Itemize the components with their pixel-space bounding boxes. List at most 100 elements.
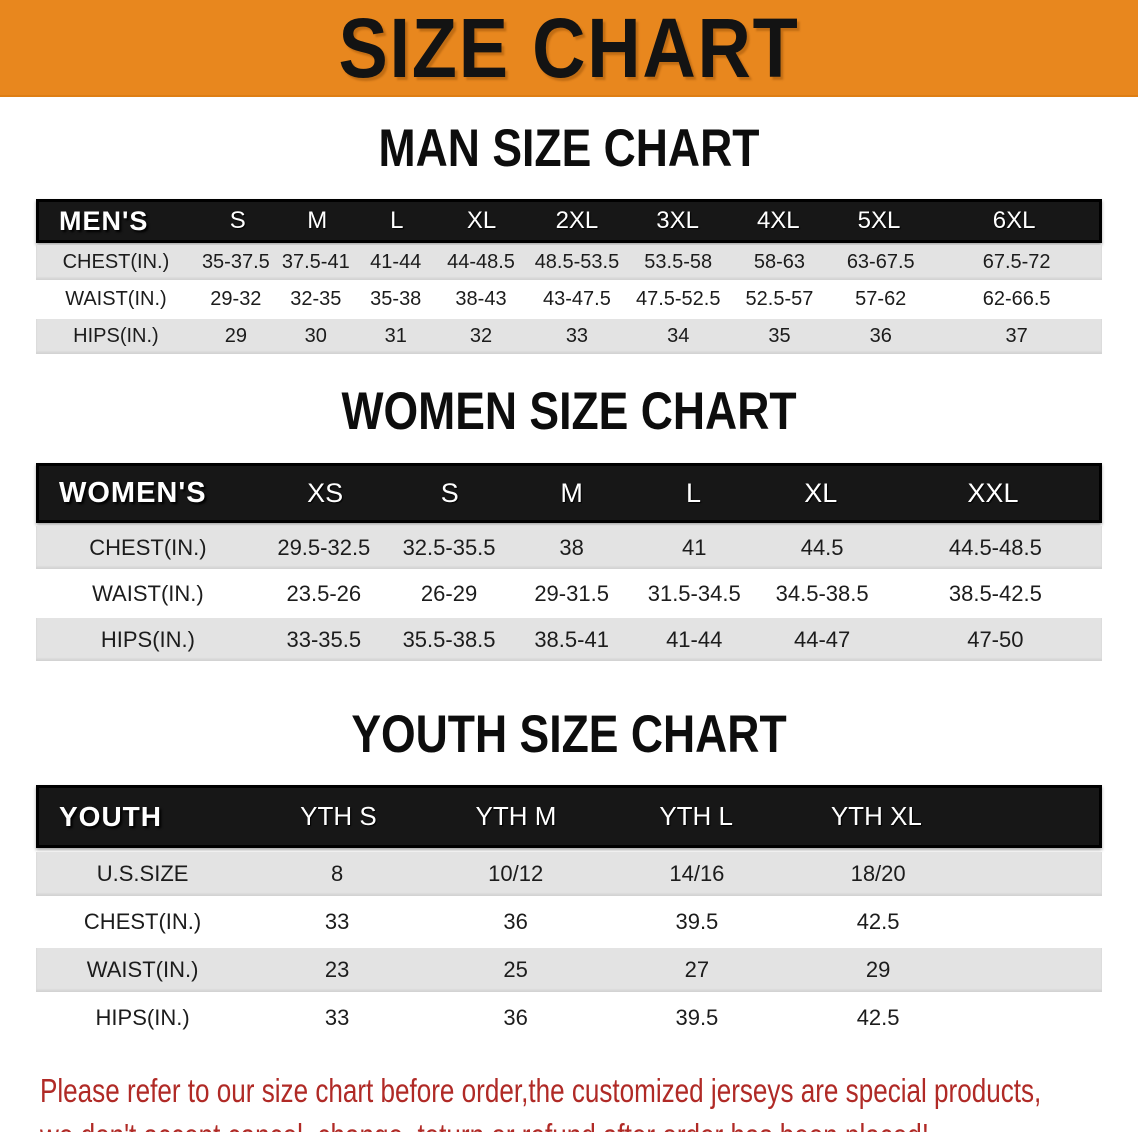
- size-cell: 35: [768, 325, 791, 347]
- disclaimer: Please refer to our size chart before or…: [40, 1068, 1138, 1132]
- size-cell: 37: [1005, 325, 1028, 347]
- column-header: YTH XL: [830, 801, 922, 831]
- column-header: YTH S: [300, 801, 377, 831]
- size-cell: 44.5-48.5: [948, 534, 1042, 560]
- size-cell: 38.5-41: [534, 626, 609, 652]
- column-header: M: [307, 207, 328, 234]
- size-cell: 29-31.5: [534, 580, 609, 606]
- size-cell: 10/12: [488, 861, 544, 886]
- column-header: YTH L: [659, 801, 734, 831]
- column-header: L: [685, 477, 702, 508]
- size-cell: 32: [469, 325, 493, 347]
- size-cell: 32-35: [290, 288, 342, 310]
- table-row: CHEST(IN.) 29.5-32.5 32.5-35.5 38 41 44.5 44.5…: [36, 526, 1102, 569]
- column-header: S: [440, 477, 459, 508]
- youth-size-chart-section: YOUTH SIZE CHART YOUTH YTH S YTH M YTH L YTH…: [0, 707, 1138, 1040]
- column-header: L: [390, 207, 404, 234]
- size-cell: 39.5: [675, 909, 719, 934]
- size-cell: 33: [324, 909, 350, 934]
- size-cell: 32.5-35.5: [402, 534, 496, 560]
- size-cell: 44-48.5: [447, 251, 515, 273]
- table-row: HIPS(IN.) 33 36 39.5 42.5: [36, 996, 1102, 1040]
- size-cell: 52.5-57: [745, 288, 814, 310]
- size-cell: 25: [503, 957, 528, 982]
- size-cell: 29: [865, 957, 891, 982]
- table-row: U.S.SIZE 8 10/12 14/16 18/20: [36, 852, 1102, 896]
- column-header: M: [560, 477, 583, 508]
- size-cell: 63-67.5: [846, 251, 915, 273]
- column-header: XL: [804, 477, 838, 508]
- mens-size-table: MEN'S S M L XL 2XL 3XL 4XL 5XL 6XL CHEST(IN.) 35-37…: [36, 199, 1102, 354]
- size-cell: 44.5: [800, 534, 844, 560]
- table-header-label: MEN'S: [59, 205, 149, 236]
- table-row: HIPS(IN.) 33-35.5 35.5-38.5 38.5-41 41-44 44-…: [36, 618, 1102, 661]
- table-row: CHEST(IN.) 33 36 39.5 42.5: [36, 900, 1102, 944]
- column-header: S: [229, 207, 246, 234]
- size-cell: 14/16: [669, 861, 725, 886]
- row-label: CHEST(IN.): [62, 251, 170, 273]
- size-cell: 58-63: [753, 251, 806, 273]
- size-cell: 38-43: [455, 288, 507, 310]
- table-row: WAIST(IN.) 23 25 27 29: [36, 948, 1102, 992]
- section-title-youth: YOUTH SIZE CHART: [351, 705, 787, 764]
- row-label: WAIST(IN.): [65, 288, 167, 310]
- size-cell: 48.5-53.5: [534, 251, 620, 273]
- size-cell: 18/20: [850, 861, 906, 886]
- table-row: WAIST(IN.) 23.5-26 26-29 29-31.5 31.5-34.5 34…: [36, 572, 1102, 615]
- youth-size-table: YOUTH YTH S YTH M YTH L YTH XL U.S.SIZE 8 10/12…: [36, 785, 1102, 1040]
- size-cell: 36: [503, 1005, 528, 1030]
- row-label: HIPS(IN.): [100, 626, 195, 652]
- column-header: YTH M: [475, 801, 557, 831]
- size-cell: 31: [384, 325, 407, 347]
- disclaimer-line-2: we don't accept cancel, change, teturn o…: [40, 1113, 929, 1132]
- table-row: WAIST(IN.) 29-32 32-35 35-38 38-43 43-47.5 47.…: [36, 282, 1102, 317]
- size-cell: 38.5-42.5: [948, 580, 1042, 606]
- column-header: 3XL: [656, 207, 699, 234]
- disclaimer-line-1: Please refer to our size chart before or…: [40, 1072, 1042, 1109]
- size-cell: 41: [681, 534, 707, 560]
- size-cell: 23: [324, 957, 350, 982]
- size-cell: 31.5-34.5: [647, 580, 741, 606]
- banner: SIZE CHART: [0, 0, 1138, 97]
- column-header: 4XL: [756, 207, 800, 234]
- row-label: U.S.SIZE: [96, 861, 189, 886]
- size-cell: 23.5-26: [286, 580, 362, 606]
- table-header-label: WOMEN'S: [59, 476, 207, 509]
- womens-size-table: WOMEN'S XS S M L XL XXL CHEST(IN.) 29.5-32.5 32.5…: [36, 463, 1102, 661]
- man-size-chart-section: MAN SIZE CHART MEN'S S M L XL 2XL 3XL 4XL 5XL 6XL…: [0, 121, 1138, 354]
- size-cell: 44-47: [793, 626, 851, 652]
- size-cell: 8: [331, 861, 344, 886]
- row-label: WAIST(IN.): [92, 580, 204, 606]
- size-cell: 53.5-58: [644, 251, 713, 273]
- row-label: HIPS(IN.): [73, 325, 159, 347]
- section-title-man: MAN SIZE CHART: [378, 119, 760, 178]
- column-header: 2XL: [555, 207, 599, 234]
- row-label: WAIST(IN.): [86, 957, 199, 982]
- column-header: XL: [466, 207, 497, 234]
- size-cell: 36: [503, 909, 528, 934]
- table-header-row: YOUTH YTH S YTH M YTH L YTH XL: [36, 785, 1102, 848]
- size-cell: 34.5-38.5: [775, 580, 869, 606]
- size-cell: 33: [565, 325, 589, 347]
- size-cell: 30: [304, 325, 327, 347]
- table-row: HIPS(IN.) 29 30 31 32 33 34 35 36 37: [36, 319, 1102, 354]
- size-cell: 29-32: [210, 288, 262, 310]
- size-cell: 34: [667, 325, 690, 347]
- size-cell: 35.5-38.5: [402, 626, 496, 652]
- row-label: CHEST(IN.): [83, 909, 202, 934]
- table-row: CHEST(IN.) 35-37.5 37.5-41 41-44 44-48.5 48.5…: [36, 245, 1102, 280]
- column-header: 6XL: [992, 207, 1036, 234]
- size-cell: 35-38: [370, 288, 422, 310]
- size-cell: 38: [559, 534, 584, 560]
- size-cell: 29.5-32.5: [277, 534, 371, 560]
- size-cell: 37.5-41: [281, 251, 350, 273]
- table-header-label: YOUTH: [59, 800, 162, 832]
- size-cell: 27: [684, 957, 710, 982]
- row-label: CHEST(IN.): [89, 534, 207, 560]
- size-cell: 39.5: [675, 1005, 719, 1030]
- size-cell: 33: [324, 1005, 350, 1030]
- page-title: SIZE CHART: [338, 0, 800, 95]
- size-cell: 33-35.5: [286, 626, 362, 652]
- row-label: HIPS(IN.): [95, 1005, 190, 1030]
